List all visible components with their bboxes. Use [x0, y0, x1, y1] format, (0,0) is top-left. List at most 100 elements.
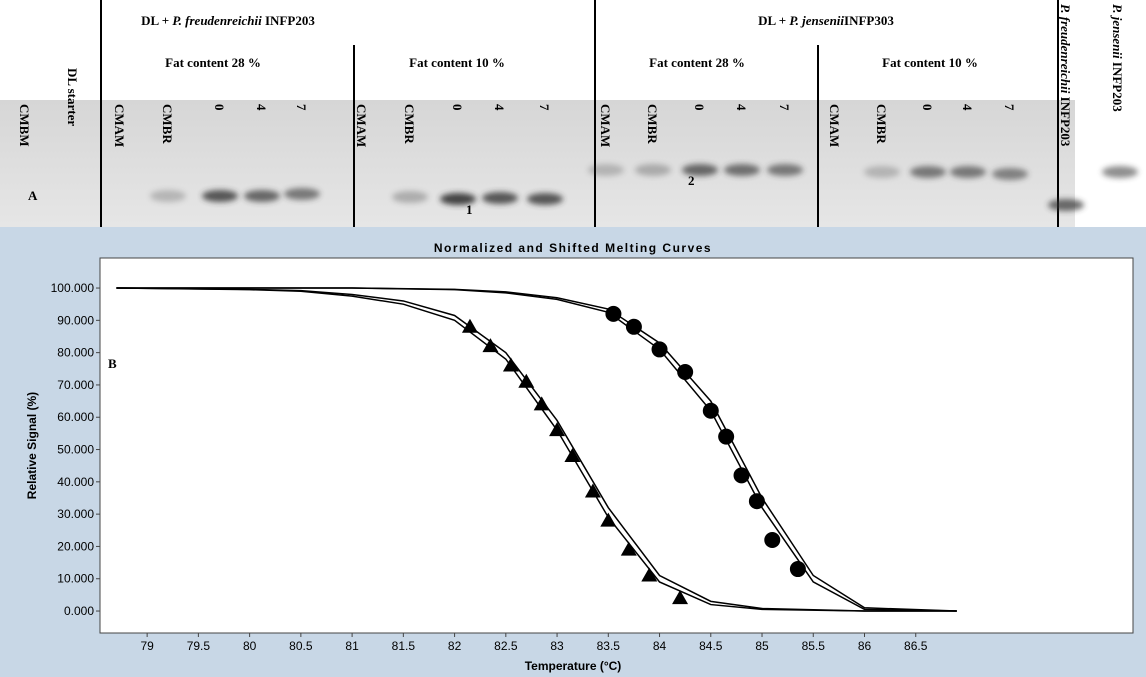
- triangle-marker: [600, 512, 617, 527]
- lane-label: 7: [294, 104, 309, 111]
- plot-layer: 0.000 10.000 20.000 30.000 40.000 50.000 60.00…: [51, 281, 957, 653]
- band-label: 1: [466, 202, 473, 217]
- fat-content: Fat content 10 %: [409, 55, 505, 70]
- x-tick-label: 83: [550, 639, 564, 653]
- band: [150, 190, 186, 202]
- band: [992, 168, 1028, 180]
- band: [1102, 166, 1138, 178]
- triangle-marker: [564, 447, 581, 462]
- reference-label-part: INFP203: [1110, 59, 1125, 113]
- x-tick-label: 82.5: [494, 639, 518, 653]
- chart-title: Normalized and Shifted Melting Curves: [434, 241, 712, 255]
- circle-marker: [677, 364, 694, 381]
- band: [440, 193, 476, 205]
- y-tick-label: 20.000: [57, 539, 94, 553]
- triangle-marker: [549, 422, 566, 437]
- group-title-part: DL +: [141, 13, 172, 28]
- lane-label: CMAM: [354, 104, 369, 147]
- fat-content: Fat content 28 %: [165, 55, 261, 70]
- lane-label: CMAM: [827, 104, 842, 147]
- x-tick-label: 79: [140, 639, 154, 653]
- circle-marker: [733, 467, 750, 484]
- circle-marker: [764, 531, 781, 548]
- x-tick-label: 86: [858, 639, 872, 653]
- y-tick-label: 60.000: [57, 410, 94, 424]
- y-tick-label: 50.000: [57, 443, 94, 457]
- panel-label: B: [108, 356, 117, 371]
- lane-label: 0: [692, 104, 707, 111]
- circle-marker: [718, 428, 735, 445]
- lane-label: CMBR: [874, 104, 889, 144]
- group-title-part: DL +: [758, 13, 789, 28]
- lane-label: CMBM: [17, 104, 32, 147]
- reference-label-part: INFP203: [1058, 93, 1073, 147]
- panel-label: A: [28, 188, 38, 203]
- lane-label: 0: [212, 104, 227, 111]
- x-tick-label: 80: [243, 639, 257, 653]
- band: [635, 164, 671, 176]
- triangle-marker: [518, 373, 535, 388]
- lane-label: 0: [920, 104, 935, 111]
- x-tick-label: 84.5: [699, 639, 723, 653]
- group-title: DL + P. jenseniiINFP303: [758, 13, 894, 28]
- circle-marker: [702, 402, 719, 419]
- band: [682, 164, 718, 176]
- triangle-marker: [584, 483, 601, 498]
- x-tick-label: 84: [653, 639, 667, 653]
- band: [1048, 199, 1084, 211]
- group-title-part: P. freudenreichii: [172, 13, 262, 28]
- lane-label: 7: [1002, 104, 1017, 111]
- lane-label: 7: [777, 104, 792, 111]
- x-tick-label: 82: [448, 639, 462, 653]
- band: [202, 190, 238, 202]
- lane-label: CMAM: [112, 104, 127, 147]
- band: [244, 190, 280, 202]
- band: [724, 164, 760, 176]
- y-tick-label: 0.000: [64, 604, 94, 618]
- triangle-marker: [461, 318, 478, 333]
- band: [767, 164, 803, 176]
- x-tick-label: 81: [345, 639, 359, 653]
- triangle-marker: [641, 567, 658, 582]
- band: [482, 192, 518, 204]
- lane-label: CMAM: [598, 104, 613, 147]
- triangle-marker: [672, 590, 689, 605]
- circle-marker: [748, 493, 765, 510]
- lane-label: 4: [734, 104, 749, 111]
- band: [284, 188, 320, 200]
- x-tick-label: 79.5: [187, 639, 211, 653]
- group-title-part: INFP203: [262, 13, 316, 28]
- lane-label: DL starter: [65, 68, 80, 126]
- x-tick-label: 86.5: [904, 639, 928, 653]
- lane-label: 4: [960, 104, 975, 111]
- reference-label: P. jensenii INFP203: [1110, 4, 1125, 112]
- x-tick-label: 85.5: [802, 639, 826, 653]
- lane-label: 4: [492, 104, 507, 111]
- circle-marker: [789, 561, 806, 578]
- triangle-marker: [482, 338, 499, 353]
- y-tick-label: 70.000: [57, 378, 94, 392]
- melting-curve: [116, 287, 957, 612]
- band: [950, 166, 986, 178]
- fat-content: Fat content 10 %: [882, 55, 978, 70]
- triangle-marker: [620, 541, 637, 556]
- y-tick-label: 80.000: [57, 346, 94, 360]
- reference-label: P. freudenreichii INFP203: [1058, 4, 1073, 147]
- circle-marker: [625, 318, 642, 335]
- x-tick-label: 80.5: [289, 639, 313, 653]
- band: [588, 164, 624, 176]
- circle-marker: [605, 305, 622, 322]
- lane-label: CMBR: [402, 104, 417, 144]
- reference-label-part: P. jensenii: [1110, 4, 1125, 59]
- band: [392, 191, 428, 203]
- gel: [0, 100, 1075, 227]
- triangle-marker: [533, 396, 550, 411]
- band-label: 2: [688, 173, 695, 188]
- group-title-part: INFP303: [844, 13, 894, 28]
- triangle-marker: [502, 357, 519, 372]
- reference-label-part: P. freudenreichii: [1058, 4, 1073, 94]
- y-tick-label: 10.000: [57, 572, 94, 586]
- gel-layer: [100, 0, 1138, 227]
